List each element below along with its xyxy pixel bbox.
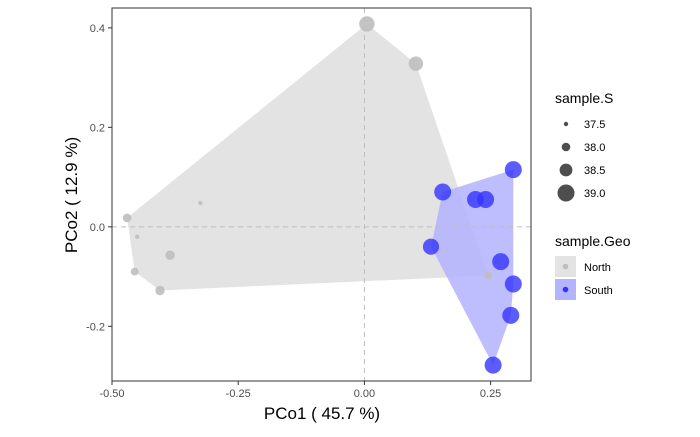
point-south-1 [434,183,452,201]
size-legend-key [563,121,569,127]
hull-north [127,23,489,291]
color-legend-label: South [584,285,613,297]
color-legend-dot [562,286,569,293]
size-legend-label: 39.0 [584,188,605,200]
y-tick-label: -0.2 [86,321,105,333]
point-north-4 [135,234,140,239]
point-north-9 [484,271,492,280]
point-south-3 [477,191,495,208]
size-legend-title: sample.S [555,90,613,106]
point-south-8 [502,306,520,324]
size-legend-label: 38.5 [584,165,605,177]
points-layer [122,16,522,374]
size-legend: sample.S 37.5 38.0 38.5 39.0 [555,90,613,202]
size-legend-key [557,184,575,202]
color-legend-label: North [584,262,611,274]
point-north-5 [130,267,139,276]
hull-layer [127,23,514,366]
point-north-1 [359,16,375,32]
size-legend-label: 38.0 [584,142,605,154]
point-south-5 [422,238,440,255]
y-tick-label: 0.0 [90,222,105,234]
x-tick-label: -0.50 [99,388,124,400]
point-north-2 [408,56,424,71]
color-legend-dot [562,263,569,270]
size-legend-key [559,163,573,177]
x-tick-label: 0.00 [354,388,375,400]
point-south-6 [492,253,510,271]
point-south-7 [504,275,522,293]
plot-panel-border [111,7,532,382]
point-north-3 [122,213,132,223]
x-axis-title: PCo1 ( 45.7 %) [264,404,380,423]
color-legend-title: sample.Geo [555,233,631,249]
point-south-9 [484,356,502,374]
axes-layer: -0.50 -0.25 0.00 0.25 -0.2 0.0 0.2 0.4 [86,23,501,400]
point-north-8 [198,200,203,206]
point-north-6 [155,285,165,296]
x-tick-label: 0.25 [480,388,501,400]
size-legend-label: 37.5 [584,119,605,131]
color-legend: sample.Geo North South [555,233,631,300]
size-legend-key [561,142,571,152]
point-north-7 [165,250,175,260]
reference-lines [112,8,531,381]
y-tick-label: 0.2 [90,122,105,134]
x-tick-label: -0.25 [226,388,251,400]
y-axis-title: PCo2 ( 12.9 %) [62,137,81,253]
hull-south [431,169,514,366]
point-south-4 [504,161,522,179]
y-tick-label: 0.4 [90,23,105,35]
